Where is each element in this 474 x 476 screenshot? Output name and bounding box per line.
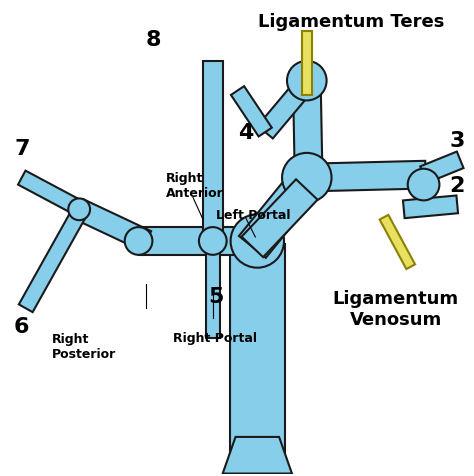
Text: Right Portal: Right Portal (173, 332, 257, 345)
Text: 8: 8 (146, 30, 161, 50)
Polygon shape (239, 168, 322, 258)
Polygon shape (223, 437, 292, 474)
Polygon shape (19, 206, 88, 312)
Text: Right
Anterior: Right Anterior (166, 171, 224, 199)
Circle shape (230, 215, 284, 268)
Polygon shape (18, 171, 85, 217)
Polygon shape (242, 180, 318, 258)
Text: 6: 6 (14, 317, 29, 337)
Text: 7: 7 (14, 139, 29, 159)
Polygon shape (138, 228, 265, 255)
Polygon shape (231, 87, 272, 137)
Text: Ligamentum Teres: Ligamentum Teres (258, 13, 445, 31)
Polygon shape (380, 216, 415, 269)
Polygon shape (203, 62, 223, 249)
Polygon shape (302, 32, 312, 96)
Circle shape (125, 228, 153, 255)
Text: Left Portal: Left Portal (216, 208, 290, 221)
Polygon shape (403, 196, 458, 218)
Circle shape (68, 199, 90, 221)
Polygon shape (206, 249, 220, 338)
Circle shape (282, 154, 331, 203)
Circle shape (287, 62, 327, 101)
Text: 3: 3 (449, 131, 465, 151)
Text: 2: 2 (449, 175, 465, 195)
Text: Ligamentum
Venosum: Ligamentum Venosum (333, 289, 459, 328)
Text: Right
Posterior: Right Posterior (52, 332, 116, 360)
Polygon shape (304, 161, 426, 192)
Polygon shape (420, 152, 464, 184)
Text: 5: 5 (208, 287, 223, 307)
Circle shape (199, 228, 227, 255)
Circle shape (408, 169, 439, 201)
Text: 4: 4 (238, 123, 253, 143)
Polygon shape (74, 200, 151, 251)
Polygon shape (258, 77, 314, 139)
Polygon shape (293, 81, 323, 186)
Polygon shape (230, 244, 284, 474)
